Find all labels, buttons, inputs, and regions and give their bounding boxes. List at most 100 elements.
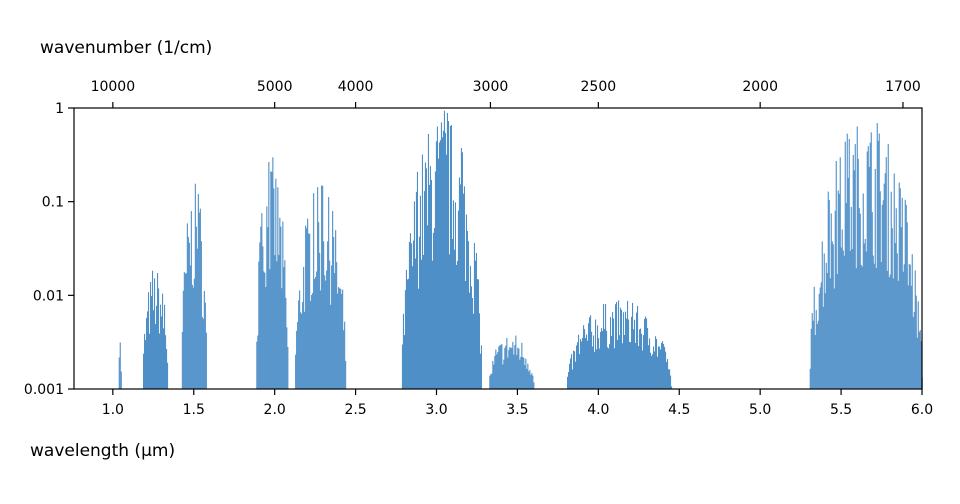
bar — [916, 337, 918, 389]
bar — [200, 241, 202, 389]
bar — [892, 278, 894, 389]
bar — [644, 318, 646, 389]
bar — [338, 287, 340, 389]
bar — [314, 279, 316, 389]
bar — [633, 329, 635, 389]
bar — [877, 140, 879, 389]
bar — [468, 292, 470, 389]
bar — [158, 288, 160, 389]
bar — [640, 328, 642, 389]
bar — [199, 208, 201, 389]
bar — [275, 178, 277, 389]
bar — [287, 347, 289, 389]
bar — [415, 191, 417, 389]
bar — [258, 261, 260, 389]
bar — [671, 386, 673, 389]
band-1.0 — [118, 342, 122, 389]
bar — [570, 358, 572, 389]
bar — [432, 232, 434, 389]
bar — [636, 312, 638, 389]
bar — [611, 336, 613, 389]
bar — [867, 146, 869, 389]
bar — [318, 222, 320, 389]
bar — [818, 293, 820, 389]
bar — [455, 264, 457, 389]
bar — [268, 162, 270, 389]
bar — [848, 139, 850, 389]
bar — [301, 313, 303, 389]
bar — [628, 319, 630, 389]
bar — [162, 293, 164, 389]
bar — [422, 255, 424, 389]
bar — [600, 331, 602, 389]
bar — [409, 233, 411, 389]
bar — [524, 365, 526, 389]
bar — [165, 335, 167, 389]
bar — [272, 157, 274, 389]
x2-tick-label: 1700 — [885, 79, 921, 95]
bar — [157, 273, 159, 389]
bar — [622, 343, 624, 389]
bar — [202, 318, 204, 389]
bar — [262, 246, 264, 389]
bar — [192, 287, 194, 389]
band-2.3 — [295, 185, 347, 389]
bar — [604, 328, 606, 389]
bar — [849, 250, 851, 389]
bar — [505, 345, 507, 389]
bar — [265, 287, 267, 389]
bar — [851, 249, 853, 389]
bar — [663, 344, 665, 389]
bar — [839, 157, 841, 389]
bar — [328, 197, 330, 389]
bar — [161, 316, 163, 389]
bar — [817, 320, 819, 389]
bar — [182, 290, 184, 389]
bar — [271, 171, 273, 389]
bar — [659, 346, 661, 389]
bar — [447, 121, 449, 389]
bar — [852, 154, 854, 389]
bar — [466, 230, 468, 389]
bar — [197, 193, 199, 389]
bar — [493, 364, 495, 389]
bar — [295, 354, 297, 389]
bar — [405, 270, 407, 389]
x-tick-label: 6.0 — [911, 402, 933, 418]
y-tick-label: 0.001 — [24, 382, 64, 398]
bar — [609, 344, 611, 389]
bar — [518, 348, 520, 389]
x-tick-label: 4.0 — [587, 402, 609, 418]
bar — [489, 375, 491, 389]
x2-tick-label: 10000 — [91, 79, 136, 95]
bar — [448, 254, 450, 389]
bar — [470, 286, 472, 389]
bar — [516, 354, 518, 389]
bar — [316, 271, 318, 389]
bar — [274, 255, 276, 389]
bar — [154, 278, 156, 389]
bar — [517, 347, 519, 389]
bar — [814, 335, 816, 389]
bar — [815, 309, 817, 389]
bar — [513, 354, 515, 389]
bar — [634, 319, 636, 389]
bar — [670, 375, 672, 389]
bar — [306, 228, 308, 389]
bar — [340, 289, 342, 389]
bar — [143, 353, 145, 389]
bar — [408, 242, 410, 389]
bar — [865, 251, 867, 389]
bar — [459, 184, 461, 389]
bar — [889, 274, 891, 389]
bar — [874, 168, 876, 389]
bar — [583, 325, 585, 389]
bar — [324, 275, 326, 389]
bar — [665, 351, 667, 389]
bar — [638, 346, 640, 389]
bar — [479, 353, 481, 389]
bar — [465, 214, 467, 389]
bar — [264, 272, 266, 389]
bar — [914, 270, 916, 389]
bar — [666, 361, 668, 389]
